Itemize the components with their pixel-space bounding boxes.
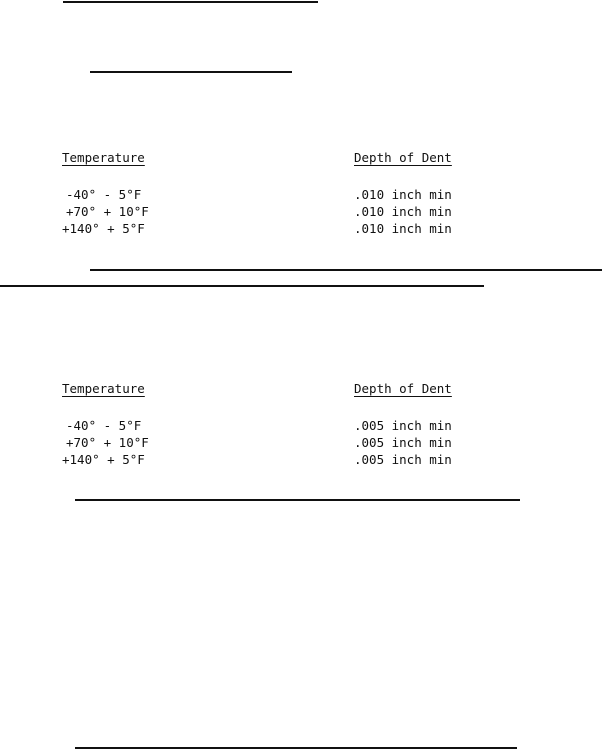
divider-line: [90, 269, 602, 271]
table-cell: +70° + 10°F: [66, 204, 149, 219]
table-cell: -40° - 5°F: [66, 187, 142, 202]
divider-line: [90, 71, 292, 73]
table-cell: .010 inch min: [354, 187, 452, 202]
column-header-depth: Depth of Dent: [354, 381, 452, 396]
divider-line: [75, 747, 517, 749]
column-header-temperature: Temperature: [62, 381, 145, 396]
column-header-temperature: Temperature: [62, 150, 145, 165]
table-cell: .010 inch min: [354, 221, 452, 236]
divider-line: [63, 1, 318, 3]
table-cell: -40° - 5°F: [66, 418, 142, 433]
temperature-dent-table-2: Temperature Depth of Dent -40° - 5°F .00…: [62, 381, 482, 481]
table-cell: .005 inch min: [354, 452, 452, 467]
table-cell: .005 inch min: [354, 418, 452, 433]
column-header-depth: Depth of Dent: [354, 150, 452, 165]
divider-line: [0, 285, 484, 287]
divider-line: [75, 499, 520, 501]
table-cell: .005 inch min: [354, 435, 452, 450]
table-cell: +70° + 10°F: [66, 435, 149, 450]
table-cell: +140° + 5°F: [62, 452, 145, 467]
table-cell: .010 inch min: [354, 204, 452, 219]
table-cell: +140° + 5°F: [62, 221, 145, 236]
temperature-dent-table-1: Temperature Depth of Dent -40° - 5°F .01…: [62, 150, 482, 250]
